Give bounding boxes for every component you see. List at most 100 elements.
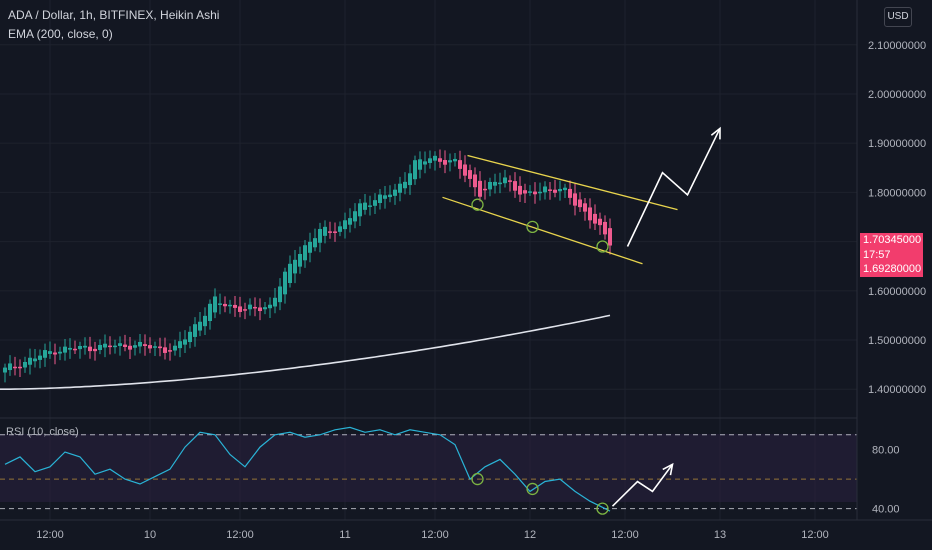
countdown-tag: 17:57 (860, 248, 923, 262)
candle-body (538, 191, 542, 194)
candle-body (523, 190, 527, 194)
ema-200-line (0, 314, 611, 390)
candle-body (348, 218, 352, 225)
last-price-tag: 1.70345000 (860, 233, 923, 248)
time-tick-label: 12 (524, 529, 536, 541)
candle-body (313, 238, 317, 248)
candle-body (473, 174, 477, 188)
pivot-circle-marker (526, 220, 539, 233)
candle-body (163, 347, 167, 353)
candle-body (258, 307, 262, 312)
candle-body (43, 350, 47, 358)
candles (3, 149, 612, 383)
candle-body (228, 304, 232, 307)
candle-body (193, 324, 197, 337)
time-tick-label: 12:00 (226, 529, 254, 541)
candle-body (428, 158, 432, 163)
candle-body (28, 357, 32, 365)
candle-body (23, 361, 27, 368)
candle-body (98, 344, 102, 351)
candle-body (243, 309, 247, 311)
candle-body (598, 218, 602, 226)
candle-body (308, 241, 312, 253)
candle-body (148, 345, 152, 349)
candle-body (328, 231, 332, 233)
time-axis[interactable]: 12:00 10 12:00 11 12:00 12 12:00 13 12:00 (36, 529, 829, 541)
pivot-circle-marker (596, 240, 609, 253)
candle-body (498, 182, 502, 185)
rsi-tick-label: 80.00 (872, 445, 900, 457)
price-tick-label: 2.00000000 (868, 89, 926, 101)
candle-body (608, 228, 612, 246)
candle-body (153, 346, 157, 348)
currency-button[interactable]: USD (884, 7, 912, 27)
candle-body (478, 180, 482, 197)
candle-body (203, 315, 207, 327)
grid (0, 0, 857, 520)
symbol-title[interactable]: ADA / Dollar, 1h, BITFINEX, Heikin Ashi (8, 8, 220, 22)
candle-body (508, 180, 512, 182)
candle-body (563, 187, 567, 191)
projection-arrow (626, 128, 721, 247)
candle-body (463, 164, 467, 176)
rsi-guides (0, 434, 857, 510)
candle-body (318, 228, 322, 243)
rsi-line (4, 426, 611, 512)
candle-body (168, 350, 172, 352)
candle-body (398, 183, 402, 193)
candle-body (408, 173, 412, 186)
candle-body (368, 205, 372, 207)
candle-body (188, 331, 192, 343)
chart-legend: ADA / Dollar, 1h, BITFINEX, Heikin Ashi … (8, 6, 219, 44)
candle-body (413, 160, 417, 180)
ema-legend[interactable]: EMA (200, close, 0) (8, 27, 113, 41)
price-tick-label: 1.40000000 (868, 384, 926, 396)
candle-body (13, 366, 17, 369)
candle-body (528, 191, 532, 193)
open-price-tag: 1.69280000 (860, 262, 923, 277)
rsi-axis[interactable]: 80.00 40.00 (872, 445, 900, 516)
candle-body (553, 189, 557, 193)
candle-body (173, 345, 177, 351)
candle-body (578, 199, 582, 208)
candle-body (443, 160, 447, 165)
rsi-drawings[interactable] (471, 462, 674, 515)
time-tick-label: 12:00 (801, 529, 829, 541)
candle-body (488, 181, 492, 190)
candle-body (298, 253, 302, 267)
candle-body (33, 358, 37, 362)
rsi-legend[interactable]: RSI (10, close) (6, 426, 79, 438)
time-tick-label: 12:00 (421, 529, 449, 541)
candle-body (178, 341, 182, 349)
time-tick-label: 11 (339, 529, 350, 541)
candle-body (58, 351, 62, 354)
rsi-projection-arrow (611, 463, 674, 507)
candle-body (263, 307, 267, 310)
price-tick-label: 2.10000000 (868, 40, 926, 52)
candle-body (103, 343, 107, 348)
candle-body (593, 213, 597, 224)
candle-body (268, 304, 272, 309)
price-tick-label: 1.50000000 (868, 335, 926, 347)
candle-body (223, 303, 227, 307)
channel-upper-line (467, 154, 678, 211)
candle-body (433, 155, 437, 161)
candle-body (403, 181, 407, 189)
drawings[interactable] (442, 126, 721, 265)
price-tick-label: 1.90000000 (868, 138, 926, 150)
candle-body (53, 352, 57, 355)
candle-body (93, 348, 97, 352)
candle-body (63, 346, 67, 353)
candle-body (468, 170, 472, 179)
candle-body (113, 345, 117, 348)
candle-body (448, 160, 452, 163)
candle-body (3, 367, 7, 373)
price-axis[interactable]: 2.10000000 2.00000000 1.90000000 1.80000000… (868, 40, 926, 396)
candle-body (418, 159, 422, 170)
candle-body (248, 304, 252, 310)
candle-body (458, 160, 462, 169)
candle-body (68, 347, 72, 350)
candle-body (388, 194, 392, 198)
candle-body (493, 181, 497, 186)
